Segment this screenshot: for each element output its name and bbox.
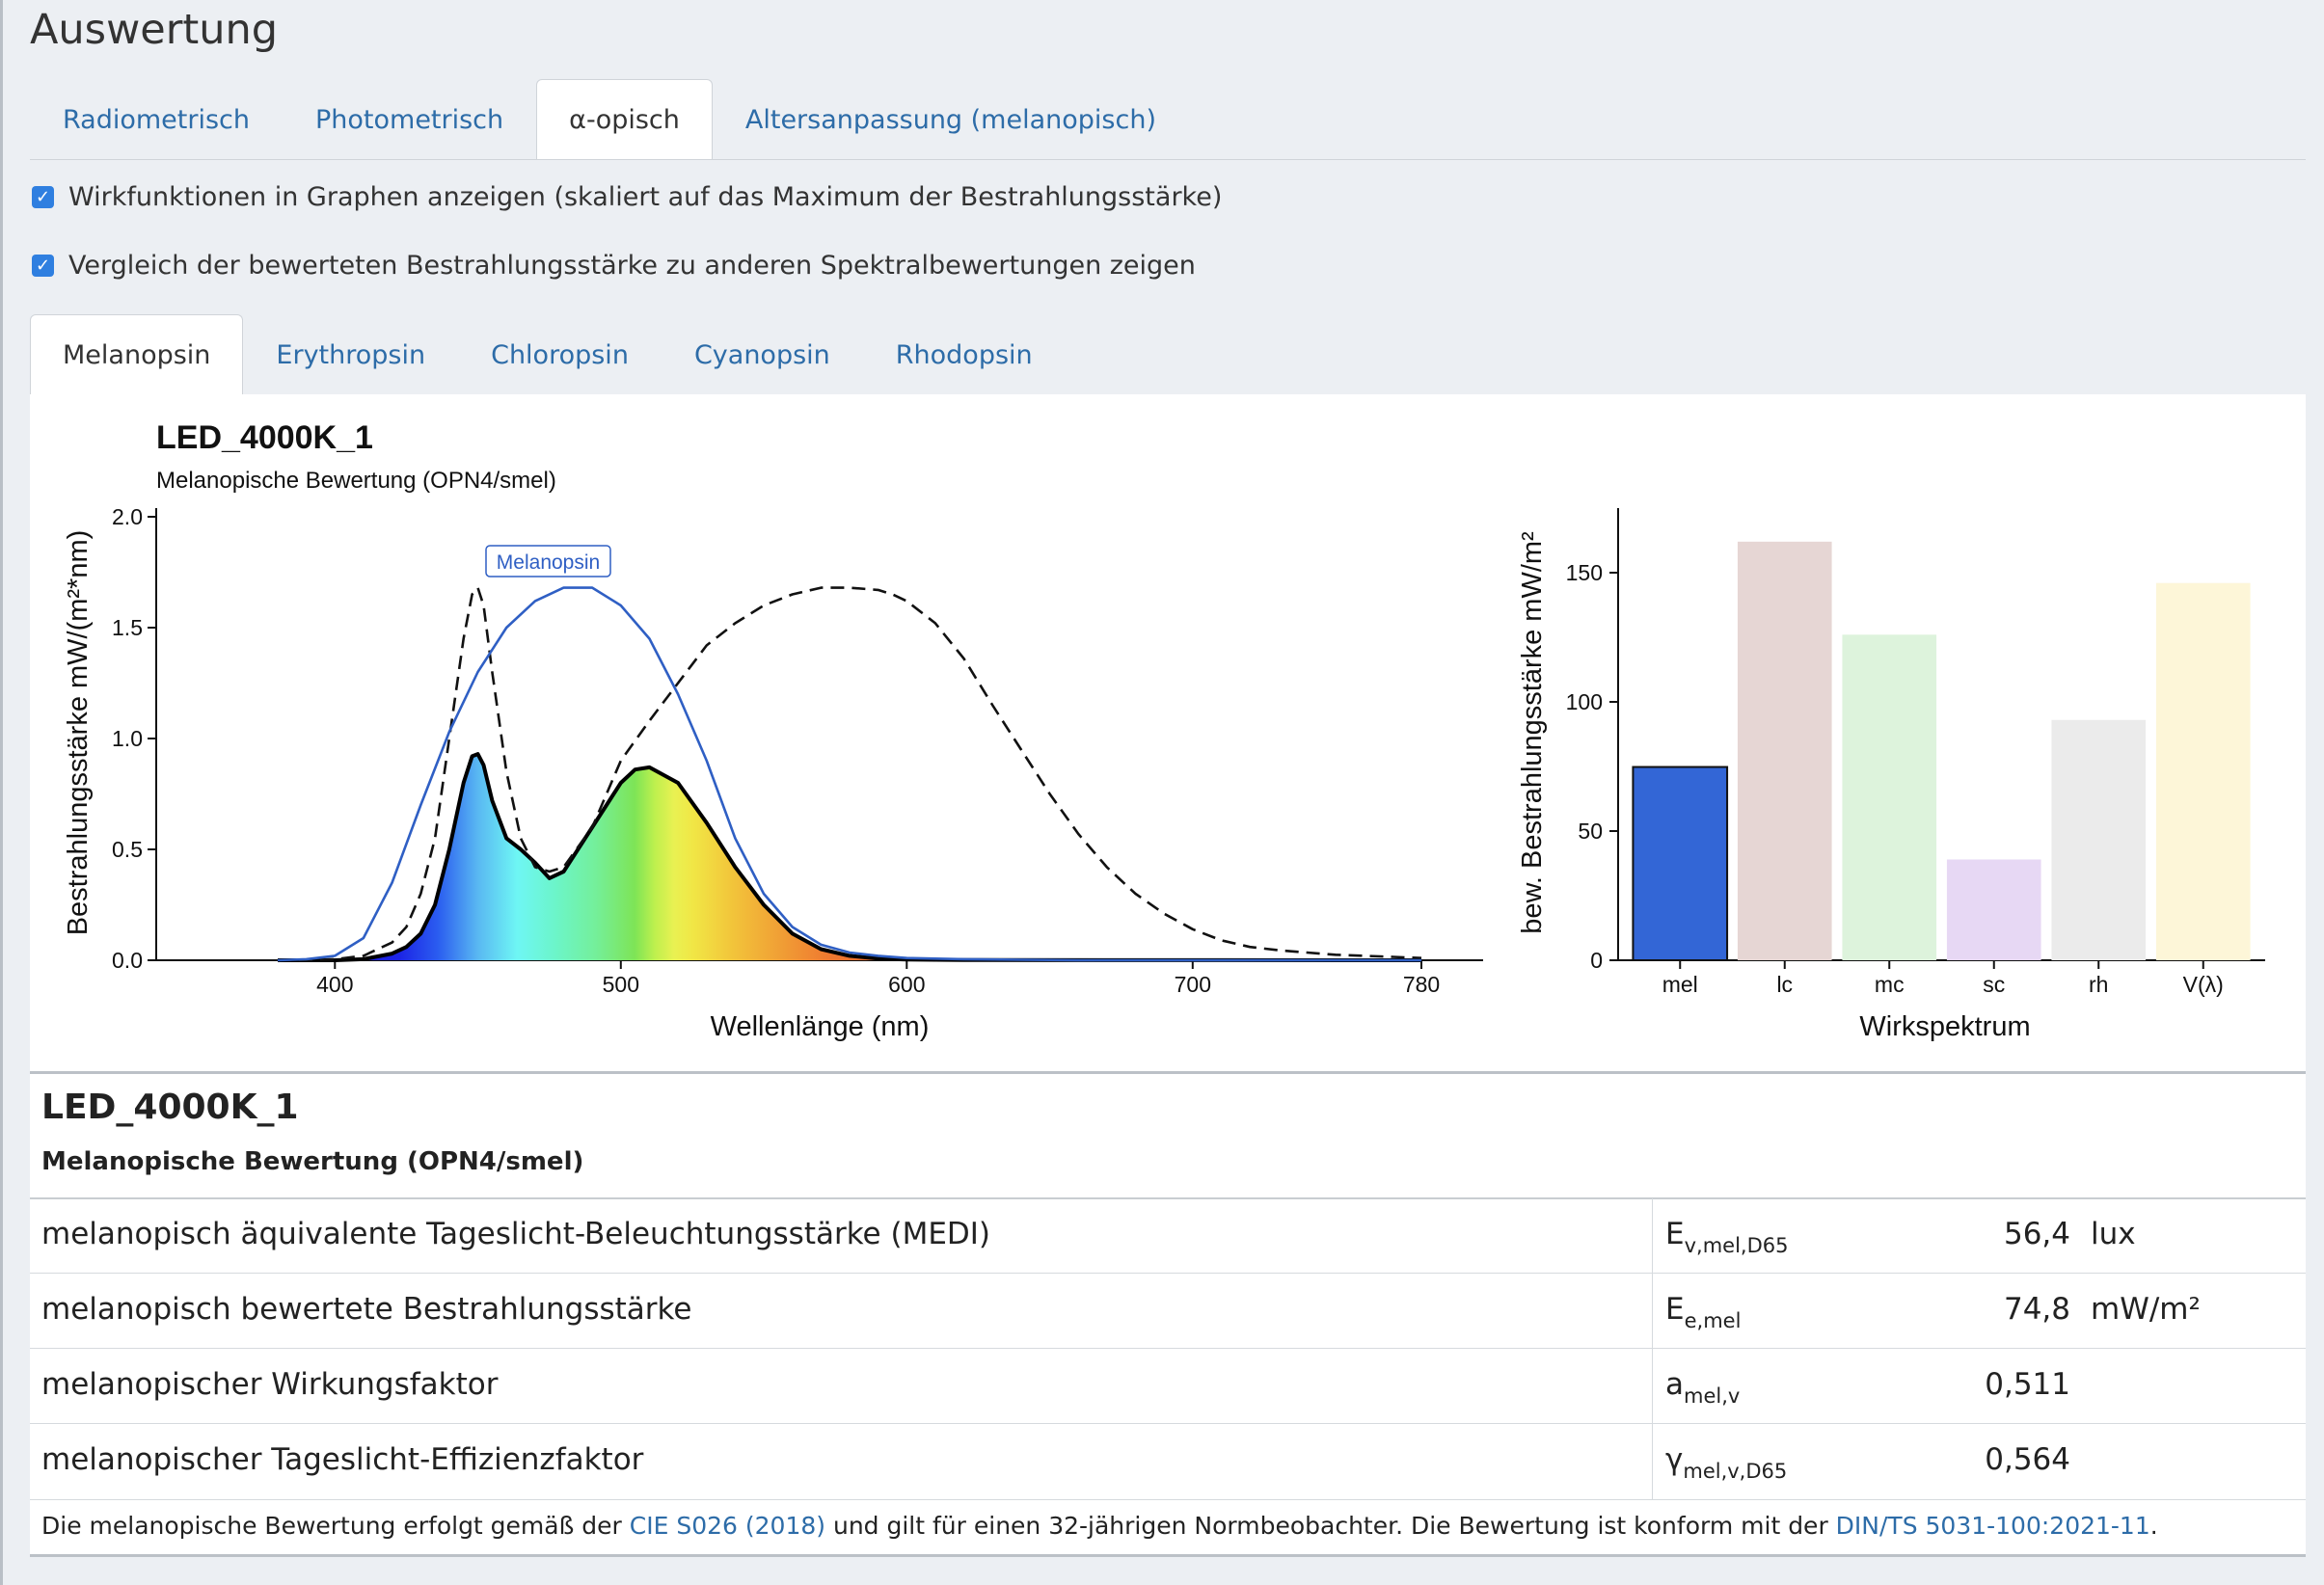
y-tick-label: 2.0	[112, 504, 143, 529]
result-unit: lux	[2091, 1217, 2136, 1251]
bar-5	[2155, 582, 2251, 960]
line-chart-ylabel: Bestrahlungsstärke mW/(m²*nm)	[63, 530, 94, 936]
x-tick-label: 780	[1403, 972, 1440, 997]
x-tick-label: 700	[1175, 972, 1211, 997]
results-title: LED_4000K_1	[41, 1088, 299, 1127]
result-symbol: amel,v	[1665, 1367, 1741, 1408]
bar-chart-bars: mel lc mc sc rh V(λ)	[1632, 541, 2251, 997]
footnote: Die melanopische Bewertung erfolgt gemäß…	[41, 1512, 2158, 1540]
annotation-box	[485, 545, 611, 578]
line-chart-series	[277, 586, 1422, 962]
x-tick-label: 400	[316, 972, 353, 997]
x-tick-label: 600	[888, 972, 925, 997]
line-chart-xlabel: Wellenlänge (nm)	[711, 1011, 930, 1042]
y-tick-label: 1.0	[112, 726, 143, 751]
checkbox-checked-icon[interactable]: ✓	[32, 186, 54, 208]
tab-cyanopsin[interactable]: Cyanopsin	[693, 340, 830, 370]
tab-melanopsin[interactable]: Melanopsin	[30, 314, 244, 395]
x-tick-label: lc	[1776, 972, 1793, 997]
option-show-comparison[interactable]: ✓ Vergleich der bewerteten Bestrahlungss…	[32, 251, 1196, 281]
bar-chart-ylabel: bew. Bestrahlungsstärke mW/m²	[1517, 531, 1548, 934]
main-tabs: Radiometrisch Photometrisch α-opisch Alt…	[30, 79, 1189, 160]
checkbox-checked-icon[interactable]: ✓	[32, 255, 54, 277]
x-tick-label: 500	[603, 972, 639, 997]
result-value: 74,8	[2003, 1292, 2070, 1327]
result-symbol: γmel,v,D65	[1665, 1442, 1788, 1483]
x-tick-label: mc	[1875, 972, 1905, 997]
spectrum-dashed-line	[278, 586, 1422, 962]
row-divider	[30, 1273, 2306, 1274]
row-divider	[30, 1423, 2306, 1424]
tab-chloropsin[interactable]: Chloropsin	[491, 340, 629, 370]
x-tick-label: V(λ)	[2183, 972, 2224, 997]
bar-3	[1946, 859, 2041, 960]
result-label: melanopisch bewertete Bestrahlungsstärke	[41, 1292, 692, 1327]
bar-4	[2051, 719, 2147, 960]
results-subtitle: Melanopische Bewertung (OPN4/smel)	[41, 1147, 584, 1176]
option-label: Vergleich der bewerteten Bestrahlungsstä…	[68, 251, 1196, 281]
result-symbol: Ee,mel	[1665, 1292, 1742, 1332]
tab-radiometrisch[interactable]: Radiometrisch	[63, 105, 250, 135]
x-tick-label: mel	[1662, 972, 1698, 997]
tab-photometrisch[interactable]: Photometrisch	[315, 105, 504, 135]
results-table-top	[30, 1197, 2306, 1199]
chart-results-separator	[30, 1071, 2306, 1074]
y-tick-label: 50	[1578, 819, 1603, 844]
result-label: melanopischer Tageslicht-Effizienzfaktor	[41, 1442, 644, 1477]
result-label: melanopischer Wirkungsfaktor	[41, 1367, 499, 1402]
result-value: 0,511	[1985, 1367, 2070, 1402]
opsin-tabs: Melanopsin Erythropsin Chloropsin Cyanop…	[30, 314, 1066, 395]
result-value: 56,4	[2003, 1217, 2070, 1251]
chart-subtitle: Melanopische Bewertung (OPN4/smel)	[156, 468, 556, 494]
melanopsin-action-line	[277, 586, 1421, 962]
y-tick-label: 0.0	[112, 948, 143, 973]
table-column-divider	[1652, 1198, 1653, 1500]
bar-1	[1737, 541, 1832, 960]
result-label: melanopisch äquivalente Tageslicht-Beleu…	[41, 1217, 991, 1251]
y-tick-label: 150	[1566, 560, 1603, 585]
bar-chart-ticks: 0 50 100 150	[1566, 560, 1618, 973]
main-tabs-baseline	[30, 159, 2306, 160]
y-tick-label: 0.5	[112, 837, 143, 862]
tab-rhodopsin[interactable]: Rhodopsin	[895, 340, 1033, 370]
x-tick-label: sc	[1983, 972, 2005, 997]
y-tick-label: 100	[1566, 689, 1603, 714]
cie-s026-link[interactable]: CIE S026 (2018)	[629, 1512, 826, 1540]
tab-alpha-opisch[interactable]: α-opisch	[536, 79, 713, 160]
page-title: Auswertung	[30, 6, 279, 54]
weighted-spectrum-line	[278, 752, 1422, 962]
annotation-label: Melanopsin	[497, 551, 600, 574]
y-tick-label: 1.5	[112, 615, 143, 640]
option-show-action-functions[interactable]: ✓ Wirkfunktionen in Graphen anzeigen (sk…	[32, 182, 1222, 212]
tab-altersanpassung[interactable]: Altersanpassung (melanopisch)	[744, 105, 1156, 135]
row-divider	[30, 1348, 2306, 1349]
result-symbol: Ev,mel,D65	[1665, 1217, 1789, 1257]
results-bottom-border	[30, 1554, 2306, 1557]
weighted-spectrum-area	[278, 754, 1421, 960]
content-panel	[30, 394, 2306, 1556]
tab-erythropsin[interactable]: Erythropsin	[276, 340, 426, 370]
bar-0	[1632, 766, 1729, 962]
option-label: Wirkfunktionen in Graphen anzeigen (skal…	[68, 182, 1223, 212]
result-unit: mW/m²	[2091, 1292, 2201, 1327]
result-value: 0,564	[1985, 1442, 2070, 1477]
bar-chart-xlabel: Wirkspektrum	[1859, 1011, 2030, 1042]
chart-title: LED_4000K_1	[156, 419, 373, 456]
row-divider	[30, 1499, 2306, 1500]
left-border	[0, 0, 3, 1585]
x-tick-label: rh	[2089, 972, 2108, 997]
bar-2	[1842, 634, 1937, 960]
y-tick-label: 0	[1590, 948, 1603, 973]
melanopsin-annotation: Melanopsin	[485, 545, 611, 578]
din-ts-5031-link[interactable]: DIN/TS 5031-100:2021-11	[1835, 1512, 2150, 1540]
